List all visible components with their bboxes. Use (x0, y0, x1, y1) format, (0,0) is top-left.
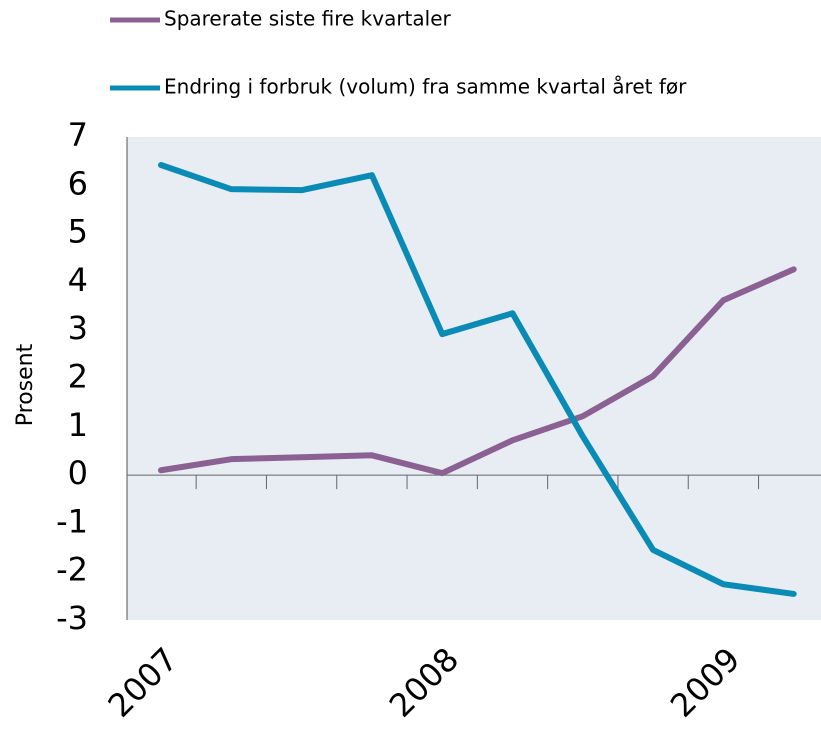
y-tick-label: 2 (68, 358, 88, 396)
series-line (158, 162, 797, 597)
series-line (158, 266, 797, 477)
y-tick-label: -1 (56, 502, 88, 540)
plot-area (127, 137, 821, 620)
legend-label: Endring i forbruk (volum) fra samme kvar… (164, 75, 687, 99)
x-tick-label: 2008 (382, 640, 466, 724)
y-tick-label: -2 (56, 551, 88, 589)
y-tick-label: 3 (68, 309, 88, 347)
legend-label: Sparerate siste fire kvartaler (164, 7, 452, 31)
y-axis-label: Prosent (13, 343, 38, 426)
x-tick-label: 2007 (101, 640, 185, 724)
y-tick-label: 6 (68, 164, 88, 202)
y-tick-label: 5 (68, 213, 88, 251)
y-tick-label: 7 (68, 116, 88, 154)
y-tick-label: -3 (56, 599, 88, 637)
y-tick-label: 0 (68, 454, 88, 492)
y-tick-label: 4 (68, 261, 88, 299)
x-tick-label: 2009 (663, 640, 747, 724)
y-tick-label: 1 (68, 406, 88, 444)
